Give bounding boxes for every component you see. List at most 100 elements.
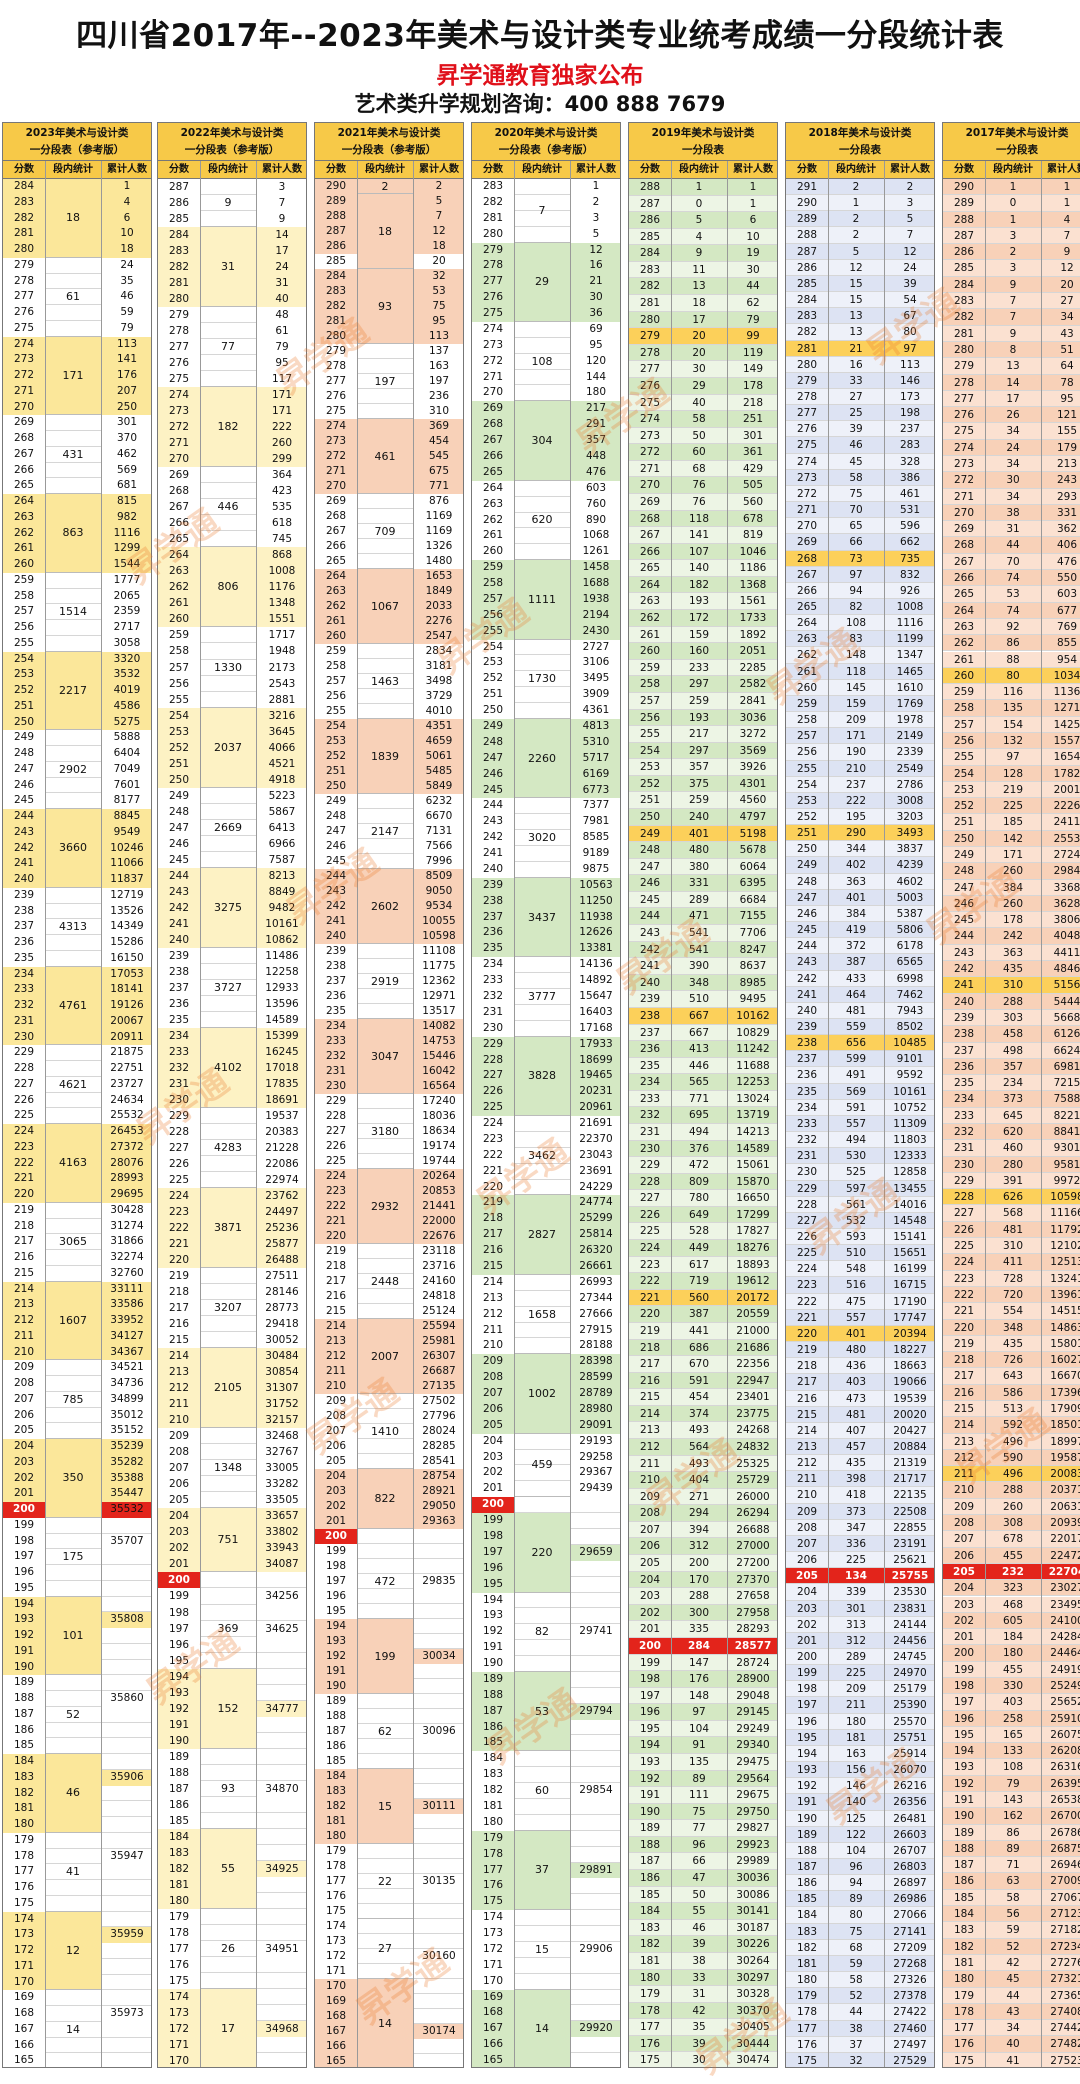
score-cell: 190	[953, 1810, 975, 1823]
score-cell: 287	[639, 197, 661, 210]
count-cell: 481	[845, 1408, 867, 1421]
cumulative-cell: 7587	[256, 851, 306, 868]
group-count-cell: 46	[45, 1754, 101, 1833]
table-row: 259 2834	[315, 644, 463, 659]
table-row: 281 9 43	[943, 325, 1080, 342]
score-cell: 187	[953, 1859, 975, 1872]
column-header: 分数	[326, 164, 346, 175]
score-cell: 238	[158, 963, 200, 980]
cumulative-cell: 476	[570, 464, 620, 481]
score-cell: 280	[796, 358, 818, 371]
group-count-cell: 1330	[200, 627, 256, 708]
table-row: 218 28146	[158, 1284, 306, 1301]
cumulative-cell: 25570	[893, 1715, 927, 1728]
group-count-cell: 2602	[357, 869, 413, 944]
score-cell: 220	[3, 1187, 45, 1203]
score-cell: 254	[639, 744, 661, 757]
cumulative-cell: 27666	[570, 1306, 620, 1323]
count-cell: 0	[1009, 197, 1017, 210]
cumulative-cell: 8841	[1053, 1126, 1080, 1138]
count-cell: 193	[688, 595, 710, 608]
score-cell: 212	[796, 1457, 818, 1470]
table-row: 1814227276	[943, 1954, 1080, 1972]
table-row: 20118424284	[943, 1629, 1080, 1646]
cumulative-cell: 14892	[570, 973, 620, 989]
count-cell: 557	[845, 1117, 867, 1130]
cumulative-cell: 113	[413, 329, 463, 344]
cumulative-cell: 2984	[1053, 865, 1080, 878]
score-cell: 268	[472, 417, 514, 434]
table-row: 247 7131	[315, 824, 463, 839]
score-cell: 273	[472, 337, 514, 354]
table-row: 215 481 20020	[786, 1406, 934, 1423]
cumulative-cell: 14589	[736, 1142, 770, 1155]
score-cell: 188	[639, 1838, 661, 1851]
score-cell: 283	[3, 194, 45, 211]
cumulative-cell: 11486	[256, 947, 306, 964]
score-cell: 236	[315, 989, 357, 1004]
cumulative-cell: 29363	[413, 1514, 463, 1529]
count-cell: 31	[692, 1988, 706, 2001]
cumulative-cell: 19539	[893, 1392, 927, 1405]
score-cell: 214	[796, 1424, 818, 1437]
cumulative-cell: 11242	[736, 1043, 770, 1056]
cumulative-cell: 29564	[736, 1772, 770, 1785]
table-row: 21872616027	[943, 1352, 1080, 1369]
cumulative-cell: 2430	[570, 623, 620, 640]
table-row: 187	[3, 1706, 151, 1723]
score-cell: 236	[796, 1069, 818, 1082]
count-cell: 347	[845, 1521, 867, 1534]
table-row: 284 1	[3, 179, 151, 195]
cumulative-cell: 29750	[736, 1805, 770, 1818]
score-cell: 282	[796, 326, 818, 339]
column-header: 分数	[14, 164, 34, 175]
table-row: 165	[315, 2054, 463, 2067]
cumulative-cell: 32157	[256, 1412, 306, 1429]
score-cell: 238	[639, 1009, 661, 1022]
count-cell: 171	[1002, 849, 1024, 862]
cumulative-cell: 12513	[1050, 1256, 1080, 1269]
table-row: 176 39 30444	[629, 2035, 777, 2053]
cumulative-cell: 10598	[413, 929, 463, 944]
column-divider	[1041, 161, 1042, 2067]
cumulative-cell: 7566	[413, 839, 463, 854]
table-row: 225 528 17827	[629, 1223, 777, 1241]
cumulative-cell: 29659	[570, 1544, 620, 1561]
score-cell: 249	[472, 719, 514, 735]
count-cell: 209	[845, 1683, 867, 1696]
cumulative-cell: 28146	[256, 1284, 306, 1301]
cumulative-cell: 171	[256, 403, 306, 420]
table-row: 247 6413	[158, 819, 306, 836]
count-cell: 493	[688, 1457, 710, 1470]
table-row: 216 591 22947	[629, 1372, 777, 1390]
score-cell: 244	[3, 809, 45, 825]
cumulative-cell: 16245	[256, 1043, 306, 1060]
score-cell: 223	[315, 1184, 357, 1199]
cumulative-cell: 596	[899, 520, 921, 533]
table-row: 249 5223	[158, 787, 306, 804]
score-cell: 213	[639, 1424, 661, 1437]
score-cell: 265	[796, 601, 818, 613]
count-cell: 45	[849, 455, 863, 468]
table-row: 258 3181	[315, 659, 463, 674]
count-cell: 670	[688, 1358, 710, 1371]
table-body: 288 1 1 287 0 1 286 5 6 285 4 10 284 9 19 283 11 30 282 13 4…	[629, 179, 777, 2067]
table-body: 290 1 1 289 0 1 288 1 4 287 3 7 286 2 9 285 3 12 284 9 20 283…	[943, 179, 1080, 2067]
table-row: 218 686 21686	[629, 1339, 777, 1357]
table-row: 219 27511	[158, 1268, 306, 1285]
table-row: 219 441 21000	[629, 1322, 777, 1340]
count-cell: 373	[845, 1505, 867, 1518]
cumulative-cell: 32468	[256, 1428, 306, 1445]
count-cell: 35	[692, 2021, 706, 2034]
cumulative-cell: 15647	[570, 989, 620, 1005]
group-count-cell: 3275	[200, 867, 256, 948]
score-cell: 231	[639, 1126, 661, 1138]
cumulative-cell: 207	[101, 383, 151, 400]
group-count-cell: 53	[514, 1671, 570, 1752]
score-cell: 212	[3, 1313, 45, 1329]
score-cell: 222	[639, 1275, 661, 1288]
count-cell: 5	[695, 214, 703, 227]
score-cell: 253	[3, 667, 45, 683]
table-row: 177	[3, 1864, 151, 1880]
